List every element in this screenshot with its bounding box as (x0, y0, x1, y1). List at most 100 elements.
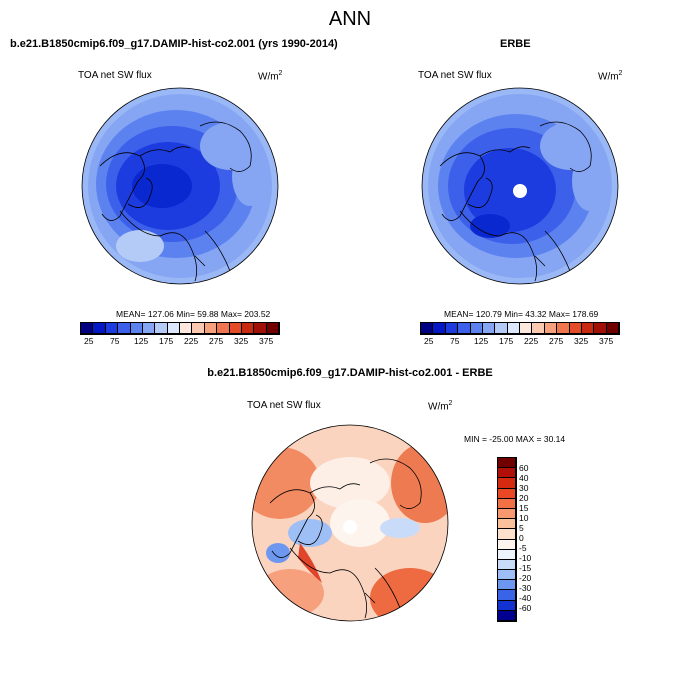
colorbar-tick-label: 175 (159, 336, 174, 346)
colorbar-tick-label: -60 (519, 603, 532, 613)
colorbar-tick-label: 225 (184, 336, 199, 346)
colorbar-bin (594, 323, 607, 334)
colorbar-tick-label: -30 (519, 583, 532, 593)
diff-polar-map (251, 424, 449, 622)
colorbar-tick-label: -15 (519, 563, 532, 573)
colorbar-bin (241, 323, 255, 334)
colorbar-bin (544, 323, 558, 334)
colorbar-tick-label: -40 (519, 593, 532, 603)
colorbar-bin (498, 549, 516, 560)
colorbar-bin (458, 323, 471, 334)
colorbar-bin (532, 323, 545, 334)
colorbar-tick-label: 10 (519, 513, 529, 523)
obs-colorbar (420, 322, 620, 335)
colorbar-tick-label: 275 (549, 336, 564, 346)
colorbar-tick-label: 40 (519, 473, 529, 483)
colorbar-bin (498, 529, 516, 540)
colorbar-bin (569, 323, 582, 334)
obs-polar-map (421, 87, 619, 285)
diff-units-label: W/m2 (428, 400, 453, 413)
colorbar-tick-label: 0 (519, 533, 524, 543)
colorbar-bin (520, 323, 533, 334)
colorbar-bin (105, 323, 119, 334)
colorbar-bin (482, 323, 496, 334)
obs-panel-title: ERBE (500, 38, 531, 50)
colorbar-tick-label: 225 (524, 336, 539, 346)
model-stats: MEAN= 127.06 Min= 59.88 Max= 203.52 (116, 309, 271, 319)
colorbar-bin (93, 323, 106, 334)
obs-stats: MEAN= 120.79 Min= 43.32 Max= 178.69 (444, 309, 599, 319)
colorbar-bin (433, 323, 446, 334)
colorbar-bin (498, 458, 516, 469)
colorbar-bin (155, 323, 168, 334)
colorbar-bin (142, 323, 156, 334)
diff-panel-title: b.e21.B1850cmip6.f09_g17.DAMIP-hist-co2.… (207, 367, 493, 379)
colorbar-bin (229, 323, 242, 334)
colorbar-bin (606, 323, 619, 334)
colorbar-bin (445, 323, 459, 334)
colorbar-tick-label: 325 (574, 336, 589, 346)
colorbar-bin (498, 508, 516, 520)
colorbar-bin (192, 323, 205, 334)
diff-stats: MIN = -25.00 MAX = 30.14 (464, 434, 566, 444)
colorbar-bin (498, 498, 516, 509)
colorbar-tick-label: 275 (209, 336, 224, 346)
colorbar-tick-label: -10 (519, 553, 532, 563)
colorbar-tick-label: 30 (519, 483, 529, 493)
model-colorbar (80, 322, 280, 335)
colorbar-tick-label: 75 (110, 336, 120, 346)
colorbar-bin (498, 610, 516, 621)
colorbar-tick-label: 5 (519, 523, 524, 533)
colorbar-tick-label: 325 (234, 336, 249, 346)
colorbar-bin (557, 323, 570, 334)
colorbar-tick-label: -5 (519, 543, 527, 553)
colorbar-tick-label: 25 (424, 336, 434, 346)
colorbar-tick-label: -20 (519, 573, 532, 583)
colorbar-tick-label: 15 (519, 503, 529, 513)
colorbar-tick-label: 25 (84, 336, 94, 346)
colorbar-bin (470, 323, 483, 334)
colorbar-bin (421, 323, 434, 334)
colorbar-bin (498, 570, 516, 581)
colorbar-bin (180, 323, 193, 334)
model-colorbar-ticks: 25 75 125 175 225 275 325 375 (80, 336, 280, 348)
colorbar-bin (581, 323, 595, 334)
diff-variable-label: TOA net SW flux (247, 400, 321, 411)
colorbar-tick-label: 125 (474, 336, 489, 346)
colorbar-bin (130, 323, 143, 334)
colorbar-bin (495, 323, 508, 334)
colorbar-tick-label: 375 (599, 336, 614, 346)
colorbar-bin (498, 539, 516, 550)
colorbar-bin (498, 580, 516, 591)
colorbar-bin (498, 478, 516, 489)
model-panel-title: b.e21.B1850cmip6.f09_g17.DAMIP-hist-co2.… (10, 38, 338, 50)
colorbar-bin (498, 590, 516, 601)
colorbar-bin (498, 559, 516, 571)
colorbar-bin (507, 323, 520, 334)
colorbar-bin (498, 468, 516, 479)
colorbar-bin (498, 600, 516, 611)
diff-colorbar-ticks: 60 40 30 20 15 10 5 0 -5 -10 -15 -20 -30… (519, 457, 559, 627)
model-units-label: W/m2 (258, 70, 283, 83)
colorbar-bin (266, 323, 279, 334)
colorbar-tick-label: 175 (499, 336, 514, 346)
obs-colorbar-ticks: 25 75 125 175 225 275 325 375 (420, 336, 620, 348)
colorbar-tick-label: 75 (450, 336, 460, 346)
colorbar-bin (498, 488, 516, 499)
colorbar-tick-label: 125 (134, 336, 149, 346)
colorbar-bin (254, 323, 267, 334)
obs-variable-label: TOA net SW flux (418, 70, 492, 81)
main-title: ANN (328, 8, 372, 30)
colorbar-tick-label: 60 (519, 463, 529, 473)
colorbar-bin (217, 323, 230, 334)
diff-colorbar (497, 457, 517, 622)
colorbar-tick-label: 20 (519, 493, 529, 503)
model-variable-label: TOA net SW flux (78, 70, 152, 81)
colorbar-bin (498, 519, 516, 530)
obs-units-label: W/m2 (598, 70, 623, 83)
model-polar-map (81, 87, 279, 285)
colorbar-tick-label: 375 (259, 336, 274, 346)
colorbar-bin (81, 323, 94, 334)
colorbar-bin (167, 323, 180, 334)
colorbar-bin (118, 323, 131, 334)
